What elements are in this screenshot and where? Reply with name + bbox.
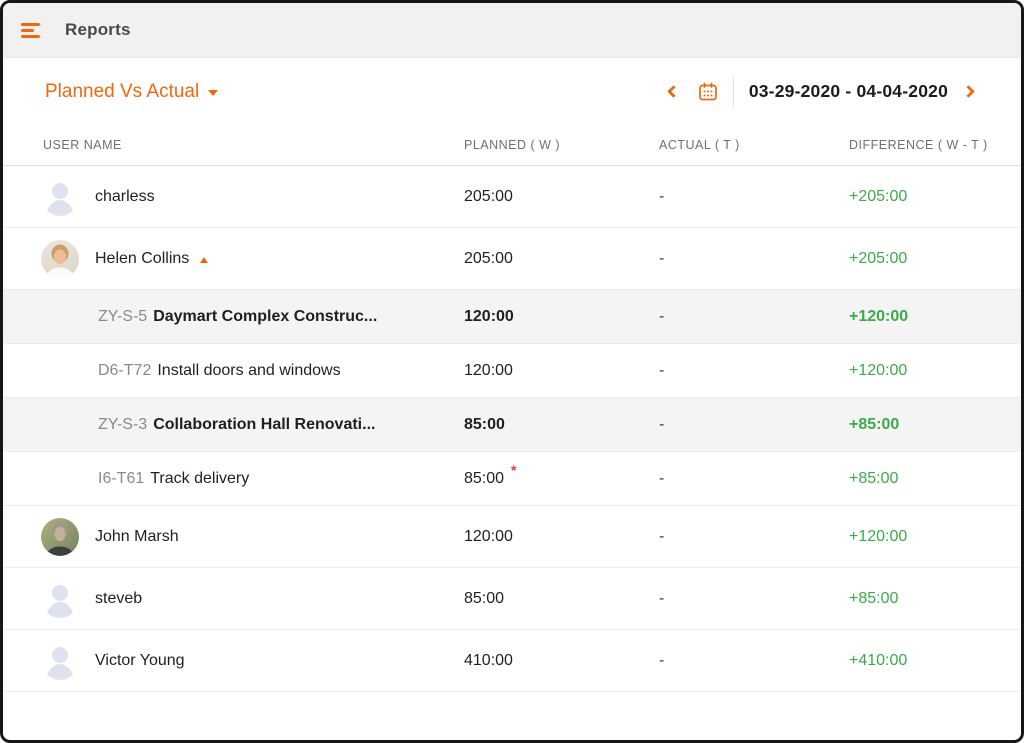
task-id: ZY-S-3 xyxy=(98,415,148,433)
date-range[interactable]: 03-29-2020 - 04-04-2020 xyxy=(748,81,948,101)
difference-value: +120:00 xyxy=(849,307,909,325)
table-row[interactable]: ZY-S-5 Daymart Complex Construc... 120:0… xyxy=(3,290,1021,344)
actual-value: - xyxy=(659,527,665,545)
planned-value: 120:00 xyxy=(464,361,513,379)
difference-value: +205:00 xyxy=(849,187,908,205)
table-row[interactable]: charless 205:00 - +205:00 xyxy=(3,166,1021,228)
table-row[interactable]: Helen Collins 205:00 - +205:00 xyxy=(3,228,1021,290)
name-cell: D6-T72 Install doors and windows xyxy=(3,362,464,380)
row-name: Daymart Complex Construc... xyxy=(153,307,378,325)
table-row[interactable]: ZY-S-3 Collaboration Hall Renovati... 85… xyxy=(3,398,1021,452)
planned-value: 205:00 xyxy=(464,249,513,267)
difference-value: +85:00 xyxy=(849,589,899,607)
planned-cell: 120:00 xyxy=(464,308,659,326)
actual-value: - xyxy=(659,589,665,607)
difference-value: +85:00 xyxy=(849,469,899,487)
name-cell: John Marsh xyxy=(3,517,464,556)
name-cell: Victor Young xyxy=(3,641,464,680)
actual-value: - xyxy=(659,469,665,487)
difference-value: +410:00 xyxy=(849,651,908,669)
planned-value: 120:00 xyxy=(464,527,513,545)
planned-cell: 85:00 xyxy=(464,416,659,434)
row-name: Victor Young xyxy=(95,651,185,669)
planned-value: 85:00 xyxy=(464,589,505,607)
row-name: John Marsh xyxy=(95,527,179,545)
actual-value: - xyxy=(659,361,665,379)
planned-value: 410:00 xyxy=(464,651,513,669)
difference-value: +120:00 xyxy=(849,527,908,545)
row-name: Collaboration Hall Renovati... xyxy=(153,415,376,433)
planned-value: 85:00 xyxy=(464,469,505,487)
hamburger-menu-icon[interactable] xyxy=(21,22,43,38)
table-row[interactable]: I6-T61 Track delivery 85:00 * - +85:00 xyxy=(3,452,1021,506)
chevron-left-icon[interactable] xyxy=(666,85,680,98)
name-cell: charless xyxy=(3,177,464,216)
table-row[interactable]: Victor Young 410:00 - +410:00 xyxy=(3,630,1021,692)
planned-value: 120:00 xyxy=(464,307,514,325)
report-toolbar: Planned Vs Actual 03-29-2020 - 04-04-202… xyxy=(3,58,1021,125)
planned-cell: 410:00 xyxy=(464,652,659,670)
planned-cell: 85:00 * xyxy=(464,462,659,488)
report-type-dropdown[interactable]: Planned Vs Actual xyxy=(45,80,219,103)
date-navigation: 03-29-2020 - 04-04-2020 xyxy=(666,77,975,106)
planned-cell: 85:00 xyxy=(464,590,659,608)
planned-value: 85:00 xyxy=(464,415,505,433)
column-header-actual: ACTUAL ( T ) xyxy=(659,138,740,152)
difference-value: +205:00 xyxy=(849,249,908,267)
user-avatar xyxy=(41,239,79,278)
table-row[interactable]: D6-T72 Install doors and windows 120:00 … xyxy=(3,344,1021,398)
actual-value: - xyxy=(659,415,665,433)
column-header-user-name: USER NAME xyxy=(43,138,122,152)
user-avatar xyxy=(41,177,79,216)
actual-value: - xyxy=(659,307,665,325)
column-header-difference: DIFFERENCE ( W - T ) xyxy=(849,138,988,152)
chevron-down-icon xyxy=(208,90,219,96)
task-id: D6-T72 xyxy=(98,361,152,379)
planned-flag-icon: * xyxy=(511,461,517,478)
planned-cell: 205:00 xyxy=(464,250,659,268)
planned-cell: 205:00 xyxy=(464,188,659,206)
name-cell: ZY-S-5 Daymart Complex Construc... xyxy=(3,308,464,326)
report-type-label: Planned Vs Actual xyxy=(45,80,200,102)
actual-value: - xyxy=(659,651,665,669)
page-title: Reports xyxy=(65,20,131,39)
row-name: Track delivery xyxy=(150,469,250,487)
column-header-planned: PLANNED ( W ) xyxy=(464,138,561,152)
divider xyxy=(732,77,734,106)
name-cell: steveb xyxy=(3,579,464,618)
task-id: I6-T61 xyxy=(98,469,145,487)
planned-cell: 120:00 xyxy=(464,528,659,546)
name-cell: ZY-S-3 Collaboration Hall Renovati... xyxy=(3,416,464,434)
difference-value: +120:00 xyxy=(849,361,908,379)
collapse-caret-icon[interactable] xyxy=(200,256,209,263)
calendar-icon[interactable] xyxy=(697,81,719,103)
chevron-right-icon[interactable] xyxy=(962,85,975,98)
row-name: charless xyxy=(95,187,155,205)
app-bar: Reports xyxy=(3,3,1021,58)
table-row[interactable]: steveb 85:00 - +85:00 xyxy=(3,568,1021,630)
planned-value: 205:00 xyxy=(464,187,513,205)
name-cell: I6-T61 Track delivery xyxy=(3,470,464,488)
row-name: Helen Collins xyxy=(95,249,190,267)
user-avatar xyxy=(41,579,79,618)
table-row[interactable]: John Marsh 120:00 - +120:00 xyxy=(3,506,1021,568)
user-avatar xyxy=(41,517,79,556)
task-id: ZY-S-5 xyxy=(98,307,148,325)
actual-value: - xyxy=(659,187,665,205)
name-cell: Helen Collins xyxy=(3,239,464,278)
row-name: Install doors and windows xyxy=(157,361,341,379)
planned-cell: 120:00 xyxy=(464,362,659,380)
actual-value: - xyxy=(659,249,665,267)
difference-value: +85:00 xyxy=(849,415,900,433)
row-name: steveb xyxy=(95,589,143,607)
user-avatar xyxy=(41,641,79,680)
table-header: USER NAME PLANNED ( W ) ACTUAL ( T ) DIF… xyxy=(3,125,1021,166)
table-body: charless 205:00 - +205:00 Helen Collins … xyxy=(3,166,1021,692)
